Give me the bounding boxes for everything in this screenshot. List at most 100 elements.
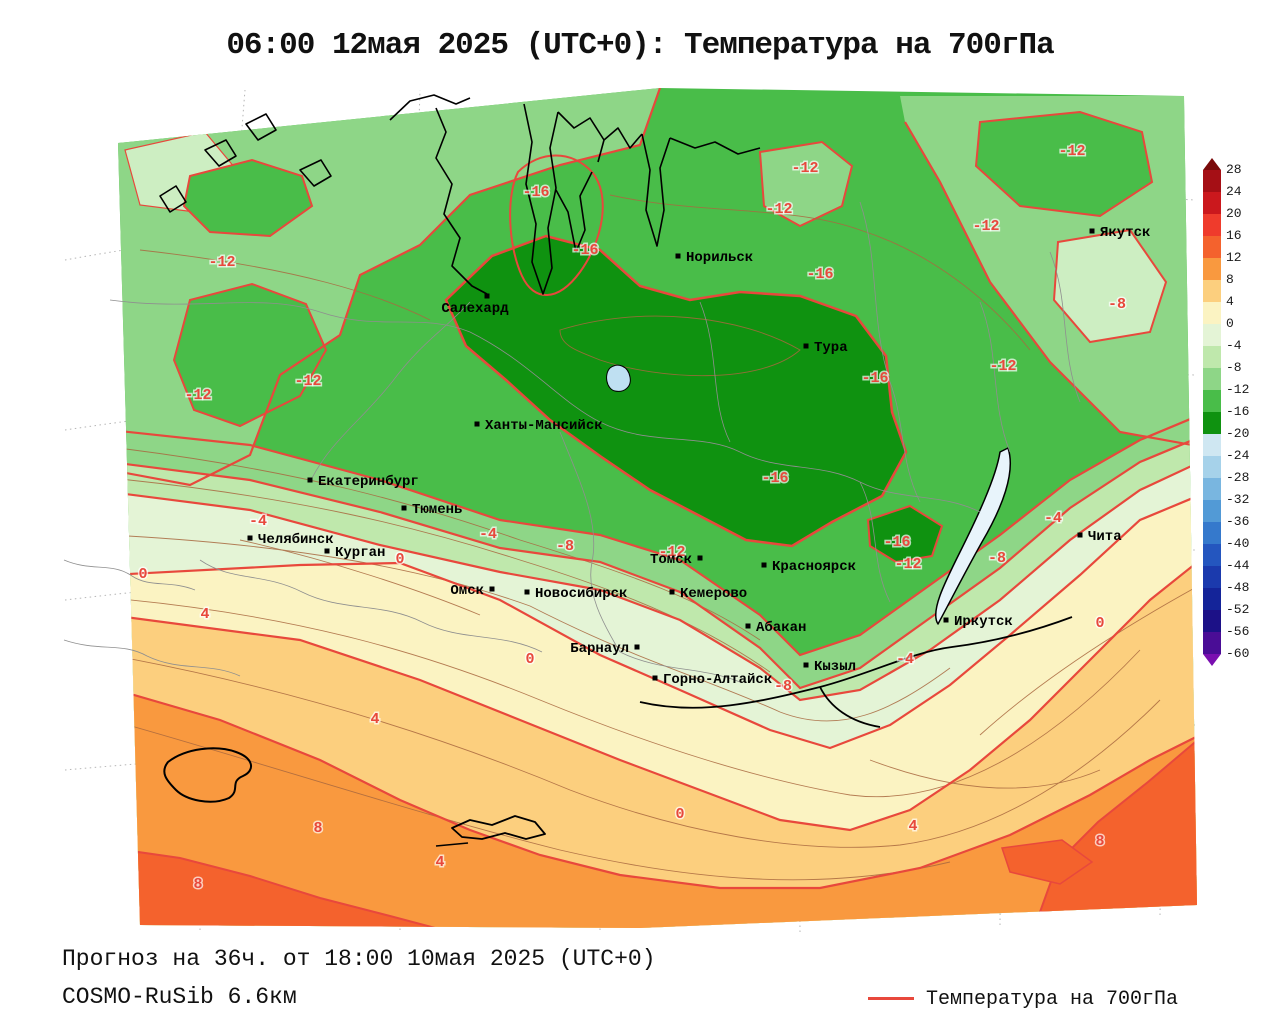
city-label: Абакан [756, 620, 806, 636]
colorbar-band [1203, 500, 1221, 522]
city-label: Томск [650, 552, 692, 568]
contour-value-label: -8 [988, 550, 1006, 567]
colorbar-tick-label: -40 [1226, 536, 1250, 551]
colorbar-band [1203, 610, 1221, 632]
colorbar-tick-label: 20 [1226, 206, 1242, 221]
colorbar-band [1203, 566, 1221, 588]
colorbar-tick-label: -56 [1226, 624, 1250, 639]
city-marker [401, 505, 407, 511]
contour-value-label: -16 [571, 242, 598, 259]
city-label: Барнаул [570, 641, 629, 657]
colorbar-tick-label: 4 [1226, 294, 1234, 309]
colorbar [1203, 158, 1221, 666]
contour-value-label: -4 [479, 526, 497, 543]
contour-value-label: -12 [894, 556, 921, 573]
lake-balkhash [163, 747, 252, 803]
norilsk-light-patch [758, 140, 854, 228]
city-marker [247, 535, 253, 541]
city-marker [489, 586, 495, 592]
colorbar-tick-label: 16 [1226, 228, 1242, 243]
colorbar-tick-label: -32 [1226, 492, 1250, 507]
colorbar-tick-label: -12 [1226, 382, 1250, 397]
colorbar-tick-label: -8 [1226, 360, 1242, 375]
contour-value-label: -16 [806, 266, 833, 283]
colorbar-band [1203, 258, 1221, 280]
city-label: Омск [450, 583, 484, 599]
contour-value-label: -12 [972, 218, 999, 235]
city-label: Иркутск [954, 614, 1013, 630]
contour-labels: -16 -16 -12 -12 -12 -12 -12 -16 -8 -12 -12 -16 -12 -1… [137, 142, 1128, 895]
colorbar-ticks: 28 24 20 16 12 8 4 0 -4 -8 -12 -16 -20 -24 -28 -32 -36 -4… [1226, 158, 1266, 678]
colorbar-band [1203, 588, 1221, 610]
colorbar-tick-label: -4 [1226, 338, 1242, 353]
band-12-blob [1001, 839, 1094, 885]
colorbar-tick-label: -52 [1226, 602, 1250, 617]
city-label: Тюмень [412, 502, 462, 518]
city-marker [803, 662, 809, 668]
colorbar-band [1203, 412, 1221, 434]
city-marker [803, 343, 809, 349]
legend-line-icon [868, 997, 914, 1001]
colorbar-band [1203, 544, 1221, 566]
contour-value-label: 0 [675, 806, 684, 823]
colorbar-arrow-up-icon [1203, 158, 1221, 170]
colorbar-bands [1203, 170, 1221, 654]
contour-value-label: -16 [861, 370, 888, 387]
major-contours [118, 88, 1197, 890]
colorbar-tick-label: -28 [1226, 470, 1250, 485]
colorbar-tick-label: -60 [1226, 646, 1250, 661]
city-marker [484, 293, 490, 299]
colorbar-band [1203, 324, 1221, 346]
city-label: Челябинск [258, 532, 334, 548]
ne-corner-blob [974, 110, 1154, 218]
city-marker [652, 675, 658, 681]
colorbar-tick-label: 28 [1226, 162, 1242, 177]
contour-value-label: -12 [658, 544, 685, 561]
city-marker [943, 617, 949, 623]
colorbar-band [1203, 346, 1221, 368]
city-marker [634, 644, 640, 650]
city-label: Кемерово [680, 586, 747, 602]
contour-value-label: -4 [896, 651, 914, 668]
contour-value-label: -8 [556, 538, 574, 555]
city-label: Екатеринбург [318, 474, 419, 490]
small-lake [606, 364, 631, 392]
city-marker [669, 589, 675, 595]
city-marker [1089, 228, 1095, 234]
contour-value-label: 0 [395, 551, 404, 568]
colorbar-tick-label: -24 [1226, 448, 1250, 463]
contour-value-label: -12 [294, 373, 321, 390]
city-marker [1077, 532, 1083, 538]
city-label: Кызыл [814, 659, 856, 675]
contour-value-label: 8 [1095, 833, 1104, 850]
city-label: Красноярск [772, 559, 856, 575]
colorbar-band [1203, 302, 1221, 324]
city-marker [524, 589, 530, 595]
gulf-minus16-ring [509, 154, 604, 296]
contour-value-label: -4 [249, 513, 267, 530]
model-info: COSMO-RuSib 6.6км [62, 984, 297, 1010]
city-label: Норильск [686, 250, 753, 266]
colorbar-band [1203, 280, 1221, 302]
colorbar-band [1203, 522, 1221, 544]
colorbar-band [1203, 390, 1221, 412]
city-marker [307, 477, 313, 483]
contour-value-label: -16 [522, 184, 549, 201]
city-marker [761, 562, 767, 568]
contour-value-label: 8 [193, 876, 202, 893]
city-label: Горно-Алтайск [663, 672, 772, 688]
national-border [639, 616, 1073, 728]
city-marker [324, 548, 330, 554]
coastlines [159, 94, 1012, 847]
contour-value-label: 4 [370, 711, 379, 728]
contour-value-label: 8 [313, 820, 322, 837]
colorbar-arrow-down-icon [1203, 654, 1221, 666]
contour-value-label: 4 [200, 606, 209, 623]
contour-value-label: -8 [774, 678, 792, 695]
legend: Температура на 700гПа [868, 988, 1178, 1011]
contour-value-label: 0 [138, 566, 147, 583]
nw-dark-blob-b [182, 158, 314, 238]
colorbar-tick-label: -48 [1226, 580, 1250, 595]
